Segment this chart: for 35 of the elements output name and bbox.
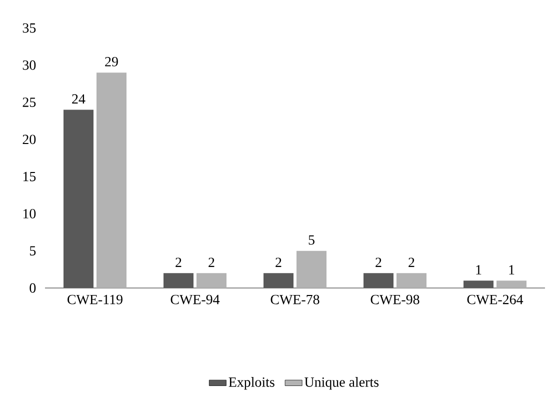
y-tick-label: 15 [23, 172, 36, 182]
y-tick-label: 10 [23, 209, 36, 218]
y-tick-label: 5 [30, 246, 36, 256]
x-tick-label: CWE-94 [170, 294, 220, 304]
bar [64, 110, 94, 288]
data-label: 2 [176, 258, 182, 267]
bar [264, 273, 294, 288]
data-label: 5 [308, 235, 314, 245]
x-tick-label: CWE-98 [370, 294, 420, 304]
y-tick-label: 35 [22, 23, 36, 33]
data-label: 2 [376, 258, 382, 267]
y-tick-label: 0 [30, 283, 36, 293]
bar [496, 280, 526, 288]
bar [96, 72, 126, 288]
x-tick-label: CWE-264 [467, 294, 524, 304]
y-tick-label: 25 [22, 98, 36, 107]
x-tick-label: CWE-78 [270, 294, 320, 304]
bar [164, 273, 194, 288]
data-label: 2 [276, 258, 282, 267]
data-label: 2 [408, 258, 414, 267]
y-tick-label: 30 [22, 60, 36, 70]
legend-label: Unique alerts [304, 377, 379, 390]
bar [396, 273, 426, 288]
data-label: 29 [105, 57, 118, 66]
x-tick-label: CWE-119 [68, 294, 122, 304]
data-label: 24 [72, 94, 86, 104]
legend-label: Exploits [228, 377, 274, 390]
bar [364, 273, 394, 288]
y-tick-label: 20 [22, 134, 36, 144]
data-label: 1 [476, 265, 482, 274]
bar [296, 250, 326, 288]
data-label: 2 [208, 258, 214, 267]
data-label: 1 [509, 265, 514, 274]
bar [464, 280, 494, 288]
bar [196, 273, 226, 288]
